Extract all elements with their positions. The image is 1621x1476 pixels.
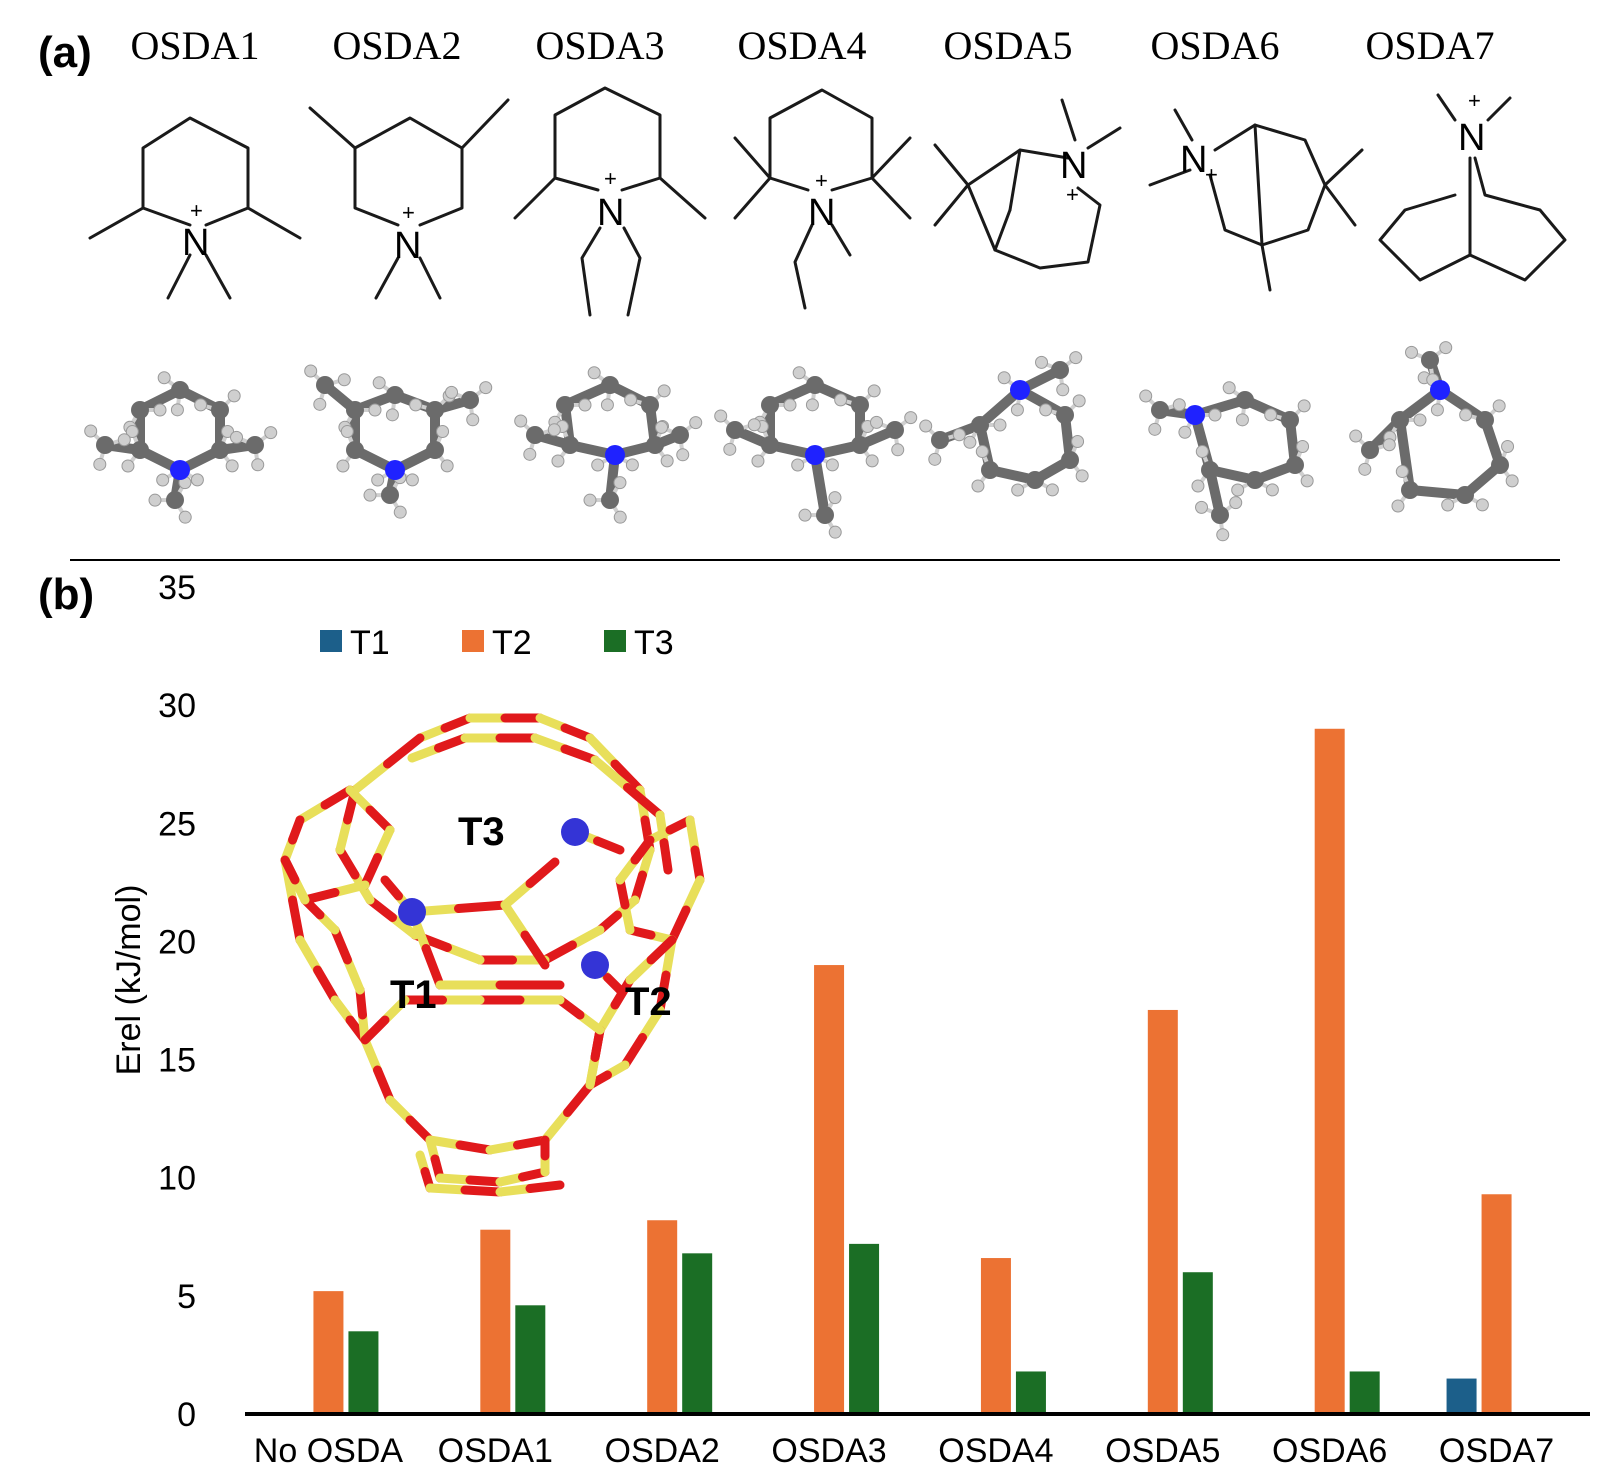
osda3-n-label: N (597, 192, 624, 234)
panel-b-label: (b) (38, 570, 95, 619)
x-tick-label: No OSDA (254, 1432, 404, 1470)
osda-name-5: OSDA5 (943, 23, 1073, 68)
bar-t2-3 (814, 965, 845, 1414)
bar-t1-7 (1446, 1378, 1477, 1414)
bar-t2-2 (647, 1220, 678, 1414)
osda-name-3: OSDA3 (535, 23, 665, 68)
x-tick-label: OSDA4 (938, 1432, 1053, 1470)
osda1-3d-model (84, 371, 278, 524)
bar-t2-0 (313, 1291, 344, 1414)
osda2-3d-model (304, 364, 493, 519)
bar-t2-4 (980, 1258, 1011, 1414)
osda7-charge-label: + (1468, 88, 1481, 113)
legend-swatch-t3 (604, 630, 626, 652)
osda7-3d-model (1349, 341, 1519, 513)
bar-t3-0 (348, 1331, 379, 1414)
x-tick-label: OSDA6 (1272, 1432, 1387, 1470)
site-label-t1: T1 (390, 973, 437, 1017)
osda1-n-label: N (182, 222, 209, 264)
osda-structures: N + N + N + N + N + N + N + (70, 86, 1567, 561)
osda6-n-label: N (1180, 139, 1207, 181)
bar-t2-5 (1147, 1009, 1178, 1414)
osda4-skeletal-structure (733, 88, 912, 310)
legend-label-t1: T1 (350, 624, 390, 662)
osda7-skeletal-structure (1378, 93, 1567, 282)
osda6-charge-label: + (1205, 162, 1218, 187)
osda5-skeletal-structure (933, 98, 1122, 270)
bar-t3-2 (682, 1253, 713, 1414)
y-tick-label: 35 (158, 569, 196, 607)
y-tick-label: 10 (158, 1160, 196, 1198)
y-tick-label: 5 (177, 1278, 196, 1316)
y-tick-label: 20 (158, 923, 196, 961)
bar-t3-4 (1015, 1371, 1046, 1414)
zeolite-cage-inset (280, 713, 705, 1197)
osda6-3d-model (1139, 381, 1314, 542)
y-tick-label: 25 (158, 805, 196, 843)
legend-swatch-t1 (320, 630, 342, 652)
osda-name-7: OSDA7 (1365, 23, 1495, 68)
osda4-charge-label: + (815, 168, 828, 193)
osda7-n-label: N (1458, 117, 1485, 159)
t-site-atom-2 (561, 818, 589, 846)
osda5-3d-model (919, 351, 1089, 497)
osda4-n-label: N (808, 192, 835, 234)
osda-name-4: OSDA4 (737, 23, 867, 68)
x-tick-label: OSDA3 (771, 1432, 886, 1470)
bar-t2-1 (480, 1229, 511, 1414)
osda1-skeletal-structure (88, 116, 302, 300)
osda1-charge-label: + (190, 198, 203, 223)
y-tick-label: 0 (177, 1396, 196, 1434)
t-site-atom-3 (581, 951, 609, 979)
bar-t3-6 (1349, 1371, 1380, 1414)
panel-a-label: (a) (38, 28, 92, 77)
osda3-skeletal-structure (513, 86, 707, 317)
osda4-3d-model (714, 366, 918, 539)
x-tick-label: OSDA7 (1439, 1432, 1554, 1470)
x-tick-label: OSDA1 (438, 1432, 553, 1470)
x-tick-label: OSDA5 (1105, 1432, 1220, 1470)
osda-name-1: OSDA1 (130, 23, 260, 68)
legend-swatch-t2 (462, 630, 484, 652)
osda2-charge-label: + (402, 200, 415, 225)
t-site-atom-1 (398, 898, 426, 926)
y-axis-label: Erel (kJ/mol) (110, 885, 148, 1076)
osda5-n-label: N (1060, 145, 1087, 187)
osda2-skeletal-structure (308, 98, 510, 300)
site-label-t3: T3 (458, 810, 505, 854)
osda2-n-label: N (394, 225, 421, 267)
osda-name-2: OSDA2 (332, 23, 462, 68)
y-tick-label: 30 (158, 687, 196, 725)
osda3-charge-label: + (604, 166, 617, 191)
chart-legend: T1 T2 T3 (320, 624, 674, 662)
bar-t2-7 (1481, 1194, 1512, 1414)
bar-t3-3 (849, 1243, 880, 1414)
osda5-charge-label: + (1066, 182, 1079, 207)
bar-t2-6 (1314, 728, 1345, 1414)
legend-label-t2: T2 (492, 624, 532, 662)
legend-label-t3: T3 (634, 624, 674, 662)
bar-t3-5 (1182, 1272, 1213, 1414)
osda6-skeletal-structure (1148, 108, 1364, 292)
x-tick-label: OSDA2 (605, 1432, 720, 1470)
y-tick-label: 15 (158, 1042, 196, 1080)
site-label-t2: T2 (625, 980, 672, 1024)
osda-name-6: OSDA6 (1150, 23, 1280, 68)
bar-t3-1 (515, 1305, 546, 1414)
osda3-3d-model (514, 366, 703, 524)
